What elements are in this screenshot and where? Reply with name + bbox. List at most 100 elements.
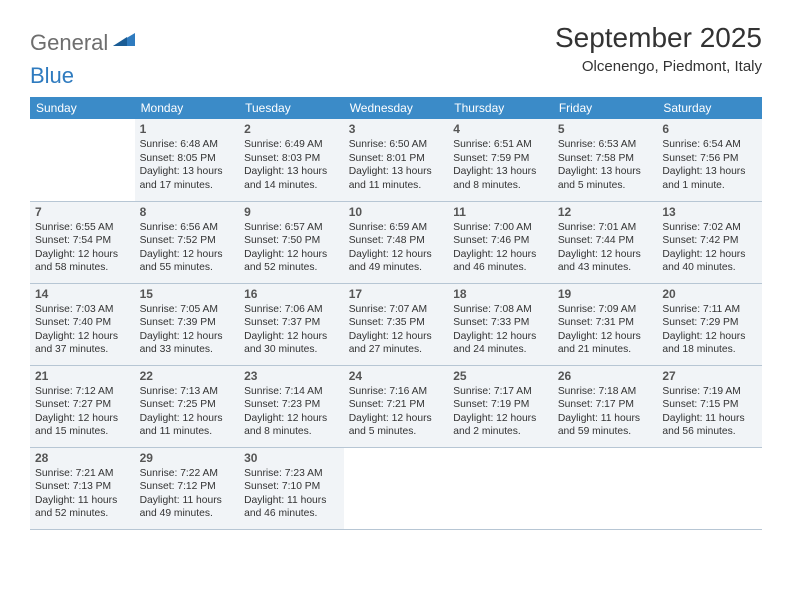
- title-block: September 2025 Olcenengo, Piedmont, Ital…: [555, 22, 762, 75]
- weekday-header-row: SundayMondayTuesdayWednesdayThursdayFrid…: [30, 97, 762, 119]
- weekday-header: Thursday: [448, 97, 553, 119]
- day-detail: Sunrise: 7:08 AMSunset: 7:33 PMDaylight:…: [453, 303, 548, 357]
- calendar-row: 7 Sunrise: 6:55 AMSunset: 7:54 PMDaylight…: [30, 201, 762, 283]
- day-detail: Sunrise: 7:06 AMSunset: 7:37 PMDaylight:…: [244, 303, 339, 357]
- day-cell: 16 Sunrise: 7:06 AMSunset: 7:37 PMDayligh…: [239, 283, 344, 365]
- day-number: 1: [140, 122, 235, 136]
- calendar-body: 1 Sunrise: 6:48 AMSunset: 8:05 PMDaylight…: [30, 119, 762, 529]
- month-title: September 2025: [555, 22, 762, 54]
- day-detail: Sunrise: 7:09 AMSunset: 7:31 PMDaylight:…: [558, 303, 653, 357]
- day-cell: 13Sunrise: 7:02 AMSunset: 7:42 PMDayligh…: [657, 201, 762, 283]
- day-number: 21: [35, 369, 130, 383]
- weekday-header: Tuesday: [239, 97, 344, 119]
- day-number: 2: [244, 122, 339, 136]
- logo-text-blue: Blue: [30, 63, 74, 89]
- day-detail: Sunrise: 6:51 AMSunset: 7:59 PMDaylight:…: [453, 138, 548, 192]
- day-number: 15: [140, 287, 235, 301]
- day-detail: Sunrise: 7:21 AMSunset: 7:13 PMDaylight:…: [35, 467, 130, 521]
- calendar-row: 21 Sunrise: 7:12 AMSunset: 7:27 PMDayligh…: [30, 365, 762, 447]
- day-number: 17: [349, 287, 444, 301]
- day-detail: Sunrise: 7:12 AMSunset: 7:27 PMDaylight:…: [35, 385, 130, 439]
- day-number: 14: [35, 287, 130, 301]
- day-number: 19: [558, 287, 653, 301]
- day-number: 18: [453, 287, 548, 301]
- calendar-row: 1 Sunrise: 6:48 AMSunset: 8:05 PMDaylight…: [30, 119, 762, 201]
- weekday-header: Monday: [135, 97, 240, 119]
- day-number: 28: [35, 451, 130, 465]
- day-detail: Sunrise: 6:57 AMSunset: 7:50 PMDaylight:…: [244, 221, 339, 275]
- day-detail: Sunrise: 7:00 AMSunset: 7:46 PMDaylight:…: [453, 221, 548, 275]
- day-number: 4: [453, 122, 548, 136]
- day-number: 11: [453, 205, 548, 219]
- day-cell: 9 Sunrise: 6:57 AMSunset: 7:50 PMDaylight…: [239, 201, 344, 283]
- day-number: 10: [349, 205, 444, 219]
- logo-text-general: General: [30, 30, 108, 56]
- day-cell: 30 Sunrise: 7:23 AMSunset: 7:10 PMDayligh…: [239, 447, 344, 529]
- day-cell: 29Sunrise: 7:22 AMSunset: 7:12 PMDayligh…: [135, 447, 240, 529]
- day-cell: 15Sunrise: 7:05 AMSunset: 7:39 PMDayligh…: [135, 283, 240, 365]
- day-detail: Sunrise: 7:13 AMSunset: 7:25 PMDaylight:…: [140, 385, 235, 439]
- weekday-header: Wednesday: [344, 97, 449, 119]
- day-detail: Sunrise: 7:07 AMSunset: 7:35 PMDaylight:…: [349, 303, 444, 357]
- day-number: 30: [244, 451, 339, 465]
- day-number: 23: [244, 369, 339, 383]
- day-number: 6: [662, 122, 757, 136]
- day-number: 16: [244, 287, 339, 301]
- logo-triangle-icon: [113, 30, 135, 51]
- day-cell: 25 Sunrise: 7:17 AMSunset: 7:19 PMDayligh…: [448, 365, 553, 447]
- day-detail: Sunrise: 7:17 AMSunset: 7:19 PMDaylight:…: [453, 385, 548, 439]
- day-number: 25: [453, 369, 548, 383]
- weekday-header: Sunday: [30, 97, 135, 119]
- empty-cell: [344, 447, 449, 529]
- day-cell: 6 Sunrise: 6:54 AMSunset: 7:56 PMDaylight…: [657, 119, 762, 201]
- day-detail: Sunrise: 6:55 AMSunset: 7:54 PMDaylight:…: [35, 221, 130, 275]
- day-detail: Sunrise: 6:48 AMSunset: 8:05 PMDaylight:…: [140, 138, 235, 192]
- calendar-table: SundayMondayTuesdayWednesdayThursdayFrid…: [30, 97, 762, 530]
- day-detail: Sunrise: 7:03 AMSunset: 7:40 PMDaylight:…: [35, 303, 130, 357]
- day-detail: Sunrise: 7:14 AMSunset: 7:23 PMDaylight:…: [244, 385, 339, 439]
- day-cell: 18 Sunrise: 7:08 AMSunset: 7:33 PMDayligh…: [448, 283, 553, 365]
- day-number: 12: [558, 205, 653, 219]
- day-detail: Sunrise: 6:56 AMSunset: 7:52 PMDaylight:…: [140, 221, 235, 275]
- day-cell: 10 Sunrise: 6:59 AMSunset: 7:48 PMDayligh…: [344, 201, 449, 283]
- weekday-header: Saturday: [657, 97, 762, 119]
- empty-cell: [657, 447, 762, 529]
- day-detail: Sunrise: 6:53 AMSunset: 7:58 PMDaylight:…: [558, 138, 653, 192]
- day-number: 24: [349, 369, 444, 383]
- day-cell: 7 Sunrise: 6:55 AMSunset: 7:54 PMDaylight…: [30, 201, 135, 283]
- day-cell: 4 Sunrise: 6:51 AMSunset: 7:59 PMDaylight…: [448, 119, 553, 201]
- day-number: 9: [244, 205, 339, 219]
- day-cell: 14 Sunrise: 7:03 AMSunset: 7:40 PMDayligh…: [30, 283, 135, 365]
- day-cell: 2Sunrise: 6:49 AMSunset: 8:03 PMDaylight…: [239, 119, 344, 201]
- day-detail: Sunrise: 7:11 AMSunset: 7:29 PMDaylight:…: [662, 303, 757, 357]
- day-cell: 21 Sunrise: 7:12 AMSunset: 7:27 PMDayligh…: [30, 365, 135, 447]
- day-number: 22: [140, 369, 235, 383]
- day-cell: 1 Sunrise: 6:48 AMSunset: 8:05 PMDaylight…: [135, 119, 240, 201]
- day-number: 8: [140, 205, 235, 219]
- empty-cell: [448, 447, 553, 529]
- day-detail: Sunrise: 7:19 AMSunset: 7:15 PMDaylight:…: [662, 385, 757, 439]
- day-detail: Sunrise: 7:23 AMSunset: 7:10 PMDaylight:…: [244, 467, 339, 521]
- day-detail: Sunrise: 6:59 AMSunset: 7:48 PMDaylight:…: [349, 221, 444, 275]
- day-cell: 8 Sunrise: 6:56 AMSunset: 7:52 PMDaylight…: [135, 201, 240, 283]
- logo: General: [30, 30, 137, 56]
- day-number: 27: [662, 369, 757, 383]
- day-number: 3: [349, 122, 444, 136]
- day-number: 20: [662, 287, 757, 301]
- day-cell: 28 Sunrise: 7:21 AMSunset: 7:13 PMDayligh…: [30, 447, 135, 529]
- day-detail: Sunrise: 6:50 AMSunset: 8:01 PMDaylight:…: [349, 138, 444, 192]
- day-cell: 24Sunrise: 7:16 AMSunset: 7:21 PMDayligh…: [344, 365, 449, 447]
- day-cell: 22 Sunrise: 7:13 AMSunset: 7:25 PMDayligh…: [135, 365, 240, 447]
- day-detail: Sunrise: 6:54 AMSunset: 7:56 PMDaylight:…: [662, 138, 757, 192]
- day-number: 7: [35, 205, 130, 219]
- day-cell: 12Sunrise: 7:01 AMSunset: 7:44 PMDayligh…: [553, 201, 658, 283]
- calendar-row: 14 Sunrise: 7:03 AMSunset: 7:40 PMDayligh…: [30, 283, 762, 365]
- day-cell: 20 Sunrise: 7:11 AMSunset: 7:29 PMDayligh…: [657, 283, 762, 365]
- day-detail: Sunrise: 7:02 AMSunset: 7:42 PMDaylight:…: [662, 221, 757, 275]
- day-cell: 5Sunrise: 6:53 AMSunset: 7:58 PMDaylight…: [553, 119, 658, 201]
- day-cell: 27 Sunrise: 7:19 AMSunset: 7:15 PMDayligh…: [657, 365, 762, 447]
- day-cell: 19 Sunrise: 7:09 AMSunset: 7:31 PMDayligh…: [553, 283, 658, 365]
- day-number: 26: [558, 369, 653, 383]
- day-detail: Sunrise: 7:18 AMSunset: 7:17 PMDaylight:…: [558, 385, 653, 439]
- calendar-row: 28 Sunrise: 7:21 AMSunset: 7:13 PMDayligh…: [30, 447, 762, 529]
